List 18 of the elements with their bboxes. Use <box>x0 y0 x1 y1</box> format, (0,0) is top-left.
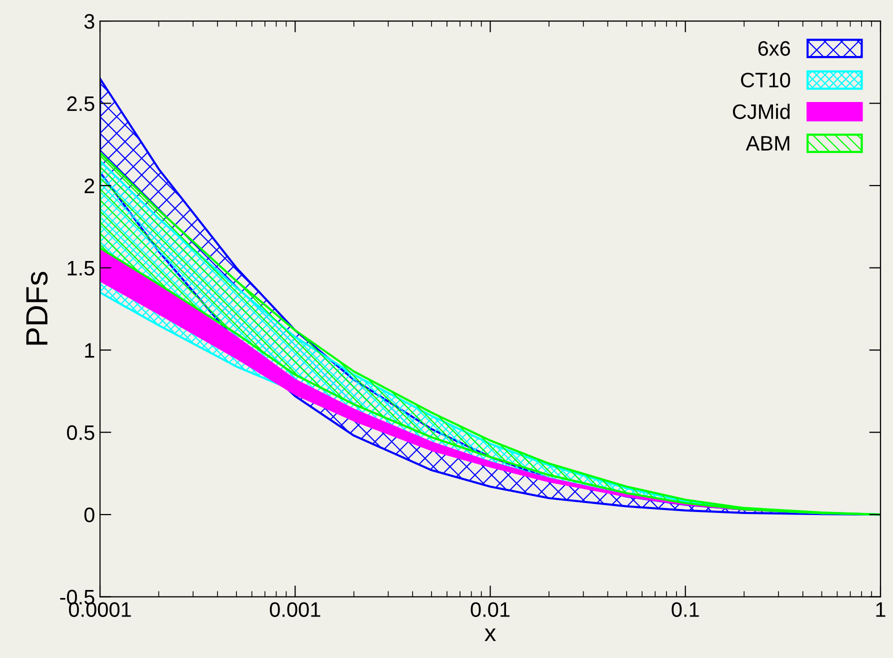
x-tick-label: 0.001 <box>270 602 320 617</box>
legend-label: 6x6 <box>758 41 790 56</box>
y-tick-label: 0.5 <box>67 425 94 440</box>
y-tick-label: 3 <box>84 14 94 29</box>
x-tick-label: 0.1 <box>672 602 699 617</box>
y-tick-label: 2.5 <box>67 96 94 112</box>
legend-label: ABM <box>746 136 790 150</box>
x-tick-label: 0.0001 <box>68 602 131 617</box>
y-axis-title: PDFs <box>26 272 48 345</box>
y-tick-label: 1.5 <box>68 261 94 276</box>
x-tick-label: 1 <box>876 602 886 617</box>
y-tick-label: 1 <box>85 343 94 358</box>
legend-label: CT10 <box>741 72 790 88</box>
y-tick-label: 2 <box>84 178 94 194</box>
y-tick-label: 0 <box>84 508 94 522</box>
x-axis-title: x <box>484 628 496 641</box>
x-tick-label: 0.01 <box>470 602 510 617</box>
legend-label: CJMid <box>732 104 790 120</box>
